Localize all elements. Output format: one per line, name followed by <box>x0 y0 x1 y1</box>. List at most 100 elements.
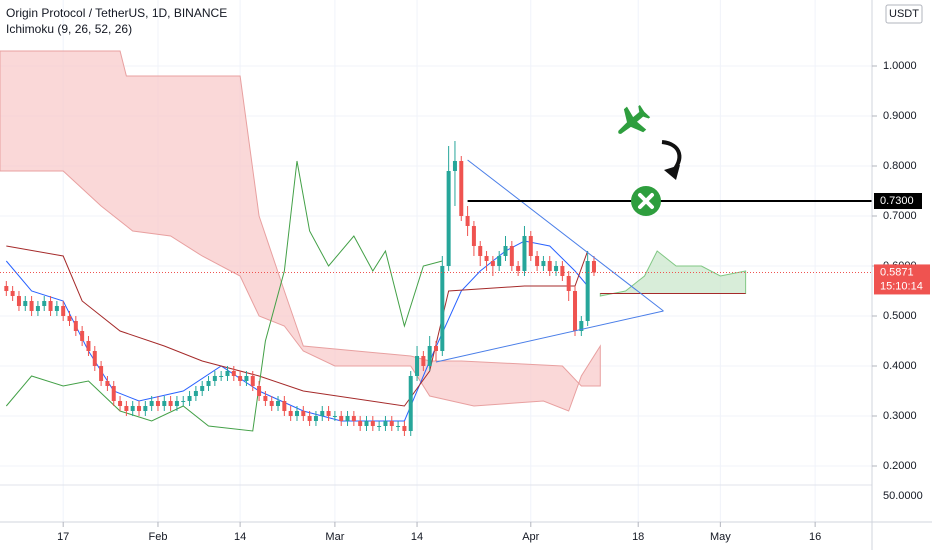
currency-label: USDT <box>889 8 919 20</box>
candle-body <box>23 301 28 306</box>
candle-body <box>67 316 72 321</box>
candle-body <box>396 426 401 427</box>
candle-body <box>560 266 565 276</box>
indicator-label: Ichimoku (9, 26, 52, 26) <box>6 22 132 36</box>
candle-body <box>497 256 502 266</box>
y-tick-label: 0.8000 <box>883 160 917 172</box>
candle-body <box>16 296 21 306</box>
trend-line <box>467 159 664 312</box>
candle-body <box>313 416 318 421</box>
candle-body <box>168 401 173 406</box>
candle-body <box>415 356 420 376</box>
candle-body <box>282 401 287 411</box>
candle-body <box>181 401 186 402</box>
candle-body <box>332 416 337 417</box>
candle-body <box>389 421 394 426</box>
candle-body <box>118 401 123 406</box>
candle-body <box>86 341 91 351</box>
candle-body <box>484 256 489 261</box>
candle-body <box>522 236 527 271</box>
arrow-head <box>664 165 680 180</box>
candle-body <box>434 346 438 351</box>
candle-body <box>35 306 40 311</box>
candle-body <box>61 306 66 316</box>
candle-body <box>187 396 192 401</box>
candle-body <box>155 401 160 406</box>
candle-body <box>573 291 578 331</box>
candle-body <box>105 381 110 386</box>
x-tick-label: Mar <box>325 531 344 543</box>
candle-body <box>585 261 590 321</box>
x-tick-label: Apr <box>522 531 539 543</box>
candle-body <box>358 421 363 426</box>
candle-body <box>111 386 116 401</box>
candle-body <box>263 396 268 401</box>
y-tick-label: 0.7000 <box>883 210 917 222</box>
target-icon-x <box>638 193 654 209</box>
candle-body <box>73 321 78 331</box>
candle-body <box>547 261 552 271</box>
level-label: 0.7300 <box>880 195 914 207</box>
candle-body <box>206 381 211 386</box>
candle-body <box>364 421 369 426</box>
candle-body <box>269 401 274 406</box>
candle-body <box>225 371 230 376</box>
candle-body <box>307 416 312 421</box>
y-tick-label: 0.2000 <box>883 460 917 472</box>
candle-body <box>427 346 432 366</box>
candle-body <box>137 406 142 411</box>
candle-body <box>42 301 47 306</box>
candle-body <box>440 266 445 351</box>
candle-body <box>579 321 584 331</box>
candle-body <box>351 416 356 421</box>
y-tick-label: 0.3000 <box>883 410 917 422</box>
x-tick-label: 17 <box>57 531 69 543</box>
candle-body <box>124 406 129 411</box>
candle-body <box>48 301 53 311</box>
candle-body <box>452 161 457 171</box>
candle-body <box>143 406 148 411</box>
candle-body <box>231 371 236 376</box>
candle-body <box>288 411 293 416</box>
x-tick-label: Feb <box>148 531 167 543</box>
candle-body <box>471 226 476 246</box>
x-tick-label: May <box>710 531 731 543</box>
candle-body <box>320 411 325 416</box>
candle-body <box>130 406 135 411</box>
ichimoku-cloud <box>0 50 601 412</box>
candle-body <box>4 286 9 291</box>
plane-icon <box>618 104 651 134</box>
candle-body <box>591 261 596 273</box>
candle-body <box>465 216 470 226</box>
currency-button[interactable] <box>885 4 923 24</box>
last-price-box <box>874 264 930 295</box>
lower-pane-tick: 50.0000 <box>883 490 923 502</box>
ichimoku-line <box>6 245 589 407</box>
candle-body <box>528 236 533 256</box>
candle-body <box>301 411 306 416</box>
candle-body <box>490 261 495 266</box>
candle-body <box>92 351 97 366</box>
candle-body <box>149 401 154 406</box>
candle-body <box>345 416 350 421</box>
candle-body <box>408 376 413 431</box>
candle-body <box>200 386 205 391</box>
candle-body <box>193 391 198 396</box>
candle-body <box>370 421 375 426</box>
x-tick-label: 16 <box>809 531 821 543</box>
candle-body <box>402 426 407 431</box>
candle-body <box>80 331 85 341</box>
countdown-label: 15:10:14 <box>880 280 923 292</box>
candle-body <box>250 376 255 386</box>
candle-body <box>503 246 508 256</box>
candle-body <box>516 266 521 271</box>
trend-line <box>435 310 664 363</box>
candle-body <box>326 411 331 416</box>
candle-body <box>383 421 388 426</box>
candle-body <box>29 301 34 311</box>
candle-body <box>535 256 540 266</box>
candle-body <box>421 356 426 366</box>
candle-body <box>219 376 224 377</box>
candle-body <box>554 266 559 271</box>
